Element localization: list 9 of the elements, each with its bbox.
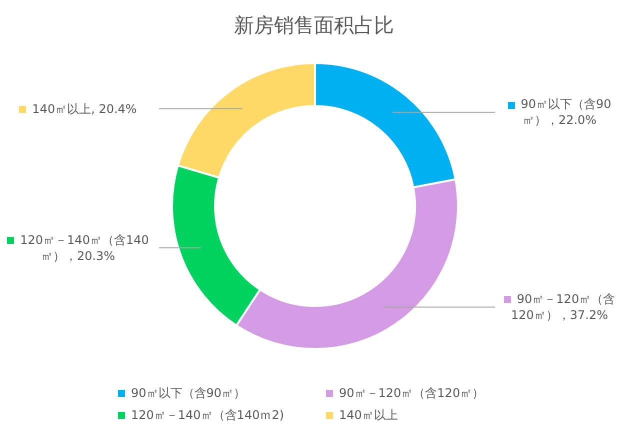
legend-label: 90㎡以下（含90㎡） bbox=[130, 385, 246, 401]
data-label: 90㎡－120㎡（含120㎡），37.2% bbox=[510, 291, 616, 324]
chart-title: 新房销售面积占比 bbox=[233, 12, 395, 39]
data-label: 140㎡以上, 20.4% bbox=[31, 100, 138, 117]
legend-label: 120㎡－140㎡（含140ｍ2) bbox=[130, 407, 284, 423]
legend-label: 140㎡以上 bbox=[338, 407, 398, 423]
data-label: 120㎡－140㎡（含140㎡），20.3% bbox=[19, 232, 150, 264]
legend-label: 90㎡－120㎡（含120㎡） bbox=[338, 385, 484, 401]
data-label: 90㎡以下（含90㎡），22.0% bbox=[520, 96, 612, 128]
